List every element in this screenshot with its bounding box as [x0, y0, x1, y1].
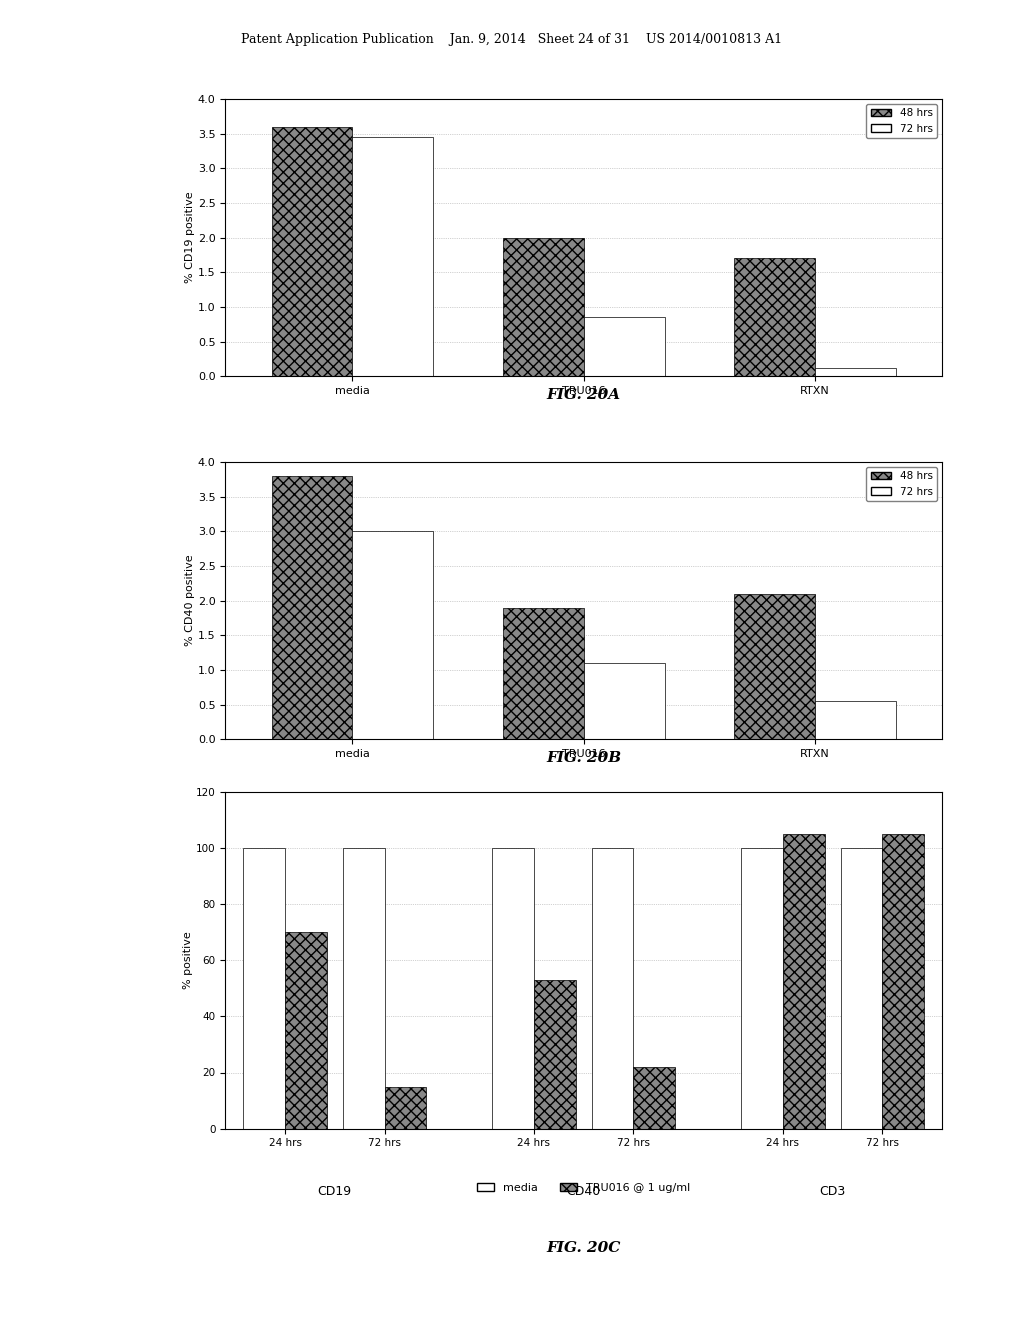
Bar: [503, 238, 584, 376]
Bar: [285, 932, 327, 1129]
Bar: [592, 849, 634, 1129]
Bar: [493, 849, 534, 1129]
Text: Patent Application Publication    Jan. 9, 2014   Sheet 24 of 31    US 2014/00108: Patent Application Publication Jan. 9, 2…: [242, 33, 782, 46]
Bar: [782, 834, 824, 1129]
Text: CD40: CD40: [566, 1185, 601, 1197]
Bar: [815, 368, 896, 376]
Legend: 48 hrs, 72 hrs: 48 hrs, 72 hrs: [866, 467, 937, 500]
Bar: [352, 531, 433, 739]
Y-axis label: % positive: % positive: [183, 932, 194, 989]
Bar: [343, 849, 385, 1129]
Legend: media, TRU016 @ 1 ug/ml: media, TRU016 @ 1 ug/ml: [473, 1179, 694, 1197]
Bar: [584, 663, 665, 739]
Text: CD19: CD19: [317, 1185, 352, 1197]
Y-axis label: % CD40 positive: % CD40 positive: [185, 554, 195, 647]
Bar: [271, 127, 352, 376]
Bar: [883, 834, 925, 1129]
Bar: [734, 259, 815, 376]
Legend: 48 hrs, 72 hrs: 48 hrs, 72 hrs: [866, 104, 937, 137]
Text: FIG. 20A: FIG. 20A: [547, 388, 621, 403]
Bar: [352, 137, 433, 376]
Text: CD3: CD3: [819, 1185, 846, 1197]
Text: FIG. 20B: FIG. 20B: [546, 751, 622, 766]
Bar: [815, 701, 896, 739]
Bar: [534, 979, 575, 1129]
Text: FIG. 20C: FIG. 20C: [547, 1241, 621, 1255]
Bar: [741, 849, 782, 1129]
Bar: [503, 607, 584, 739]
Bar: [734, 594, 815, 739]
Y-axis label: % CD19 positive: % CD19 positive: [185, 191, 195, 284]
Bar: [634, 1067, 675, 1129]
Bar: [385, 1086, 426, 1129]
Bar: [271, 477, 352, 739]
Bar: [841, 849, 883, 1129]
Bar: [584, 317, 665, 376]
Bar: [244, 849, 285, 1129]
